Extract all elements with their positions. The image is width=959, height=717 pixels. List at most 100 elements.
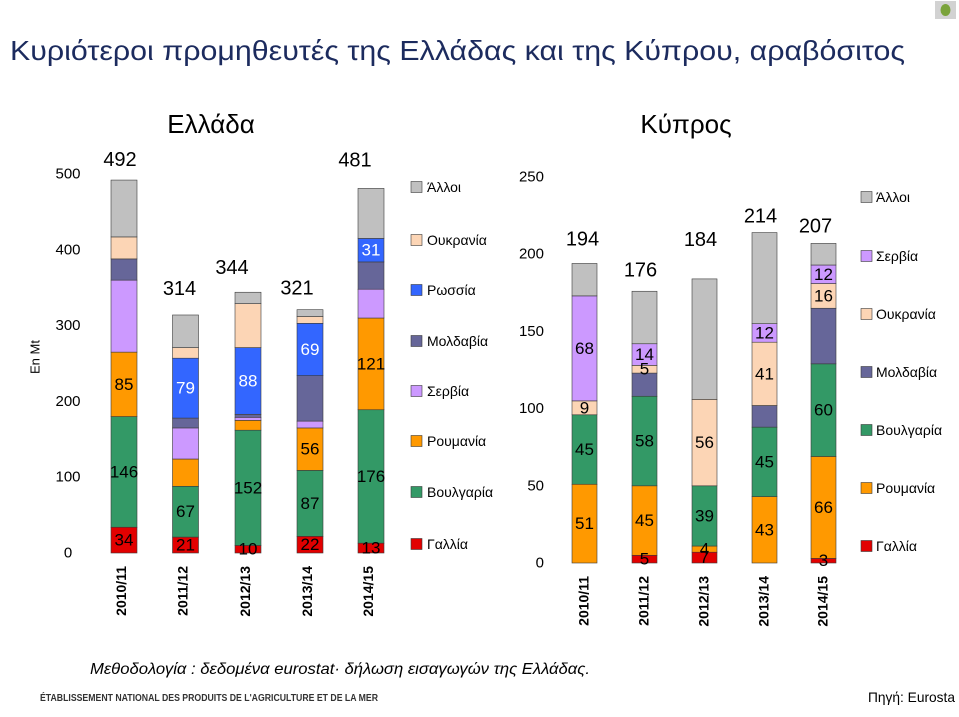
greece-2014-15-data-label-1: 176 [357,467,385,486]
greece-legend-item: Βουλγαρία [410,484,493,500]
greece-2013-14-data-label-2: 56 [301,440,320,459]
greece-2012-13-total-label: 344 [215,257,248,279]
cyprus-2010-11-data-label-2: 45 [575,440,594,459]
cyprus-y-tick-label: 200 [519,246,544,263]
greece-bar-2014-15: 13 176 121 31 481 [338,149,385,557]
greece-2010-11-segment-1 [110,416,138,528]
greece-2010-11-segment-7 [110,179,138,238]
cyprus-2012-13-segment-6 [691,278,718,400]
cyprus-2014-15-data-label-4: 16 [814,286,833,305]
greece-2013-14-segment-2 [296,427,324,471]
cyprus-legend-item: Βουλγαρία [860,422,942,438]
legend-label: Ουκρανία [876,306,936,322]
greece-2010-11-segment-6 [110,236,138,260]
greece-bar-2011-12: 21 67 79 314 [163,278,199,555]
cyprus-2014-15-segment-1 [810,456,837,559]
cyprus-2012-13-segment-4 [691,399,718,487]
source-note: Πηγή: Eurosta [868,689,955,705]
cyprus-2012-13-data-label-2: 39 [695,506,714,525]
legend-swatch [410,181,423,193]
greece-chart-title: Ελλάδα [167,109,254,139]
cyprus-2010-11-data-label-4: 9 [580,398,589,417]
greece-2013-14-segment-3 [296,420,324,429]
greece-2010-11-data-label-1: 146 [110,462,138,481]
cyprus-2010-11-data-label-5: 68 [575,339,594,358]
greece-legend-item: Ρωσσία [410,282,476,298]
legend-swatch [860,308,873,320]
greece-2010-11-data-label-0: 34 [115,531,134,550]
chart-cyprus: Κύπρος 0 50 100 150 200 250 2010/11 2011/12 2012/… [519,109,942,627]
greece-bar-2013-14: 22 87 56 69 321 [280,278,324,554]
greece-2011-12-data-label-5: 79 [176,379,195,398]
cyprus-2013-14-segment-6 [751,232,778,324]
legend-swatch [410,435,423,447]
greece-2013-14-segment-6 [296,316,324,324]
greece-2010-11-segment-0 [110,526,138,554]
greece-2014-15-segment-3 [357,288,385,319]
greece-y-tick-label: 300 [55,317,80,334]
cyprus-y-tick-label: 50 [527,477,544,494]
cyprus-2013-14-data-label-5: 12 [755,323,774,342]
legend-label: Μολδαβία [427,333,488,349]
legend-swatch [410,385,423,397]
greece-2012-13-segment-3 [234,417,262,421]
greece-legend-item: Ουκρανία [410,232,487,248]
cyprus-2011-12-total-label: 176 [624,259,657,281]
cyprus-2014-15-total-label: 207 [799,215,832,237]
legend-label: Γαλλία [427,536,468,552]
greece-2011-12-data-label-0: 21 [176,536,195,555]
cyprus-x-tick-label: 2010/11 [576,576,592,626]
greece-2013-14-total-label: 321 [280,278,313,300]
cyprus-x-tick-label: 2011/12 [636,576,652,626]
cyprus-2014-15-segment-6 [810,243,837,266]
legend-label: Άλλοι [876,189,910,205]
cyprus-2013-14-segment-2 [751,426,778,497]
greece-2014-15-data-label-0: 13 [362,539,381,558]
cyprus-y-tick-label: 250 [519,169,544,186]
greece-2014-15-segment-7 [357,188,385,239]
greece-2013-14-segment-1 [296,470,324,537]
cyprus-bar-2013-14: 43 45 41 12 214 [744,206,778,564]
greece-y-tick-label: 0 [64,545,72,562]
greece-2011-12-segment-6 [172,347,199,359]
greece-2012-13-data-label-0: 10 [239,540,258,559]
legend-label: Ρουμανία [427,433,486,449]
cyprus-2014-15-data-label-2: 60 [814,401,833,420]
cyprus-2013-14-segment-1 [751,496,778,564]
cyprus-legend: Άλλοι Σερβία Ουκρανία Μολδαβία Βουλγαρία Ρουμ… [860,189,942,554]
greece-2011-12-segment-3 [172,427,199,460]
cyprus-bar-2014-15: 3 66 60 16 12 207 [799,215,837,570]
cyprus-2014-15-segment-3 [810,307,837,365]
greece-2014-15-total-label: 481 [338,149,371,171]
cyprus-2010-11-segment-5 [571,295,598,402]
cyprus-2011-12-data-label-5: 14 [635,345,654,364]
cyprus-2010-11-data-label-1: 51 [575,514,594,533]
legend-label: Βουλγαρία [876,422,942,438]
greece-2010-11-segment-4 [110,258,138,281]
legend-label: Σερβία [876,248,918,264]
cyprus-2011-12-data-label-0: 5 [640,550,649,569]
greece-2012-13-data-label-5: 88 [239,371,258,390]
legend-swatch [410,284,423,296]
cyprus-x-tick-label: 2014/15 [815,576,831,627]
cyprus-2011-12-data-label-2: 58 [635,432,654,451]
cyprus-legend-item: Άλλοι [860,189,910,205]
cyprus-2010-11-segment-1 [571,483,598,564]
legend-label: Βουλγαρία [427,484,493,500]
greece-x-tick-label: 2014/15 [360,566,376,617]
cyprus-2012-13-data-label-0: 7 [700,548,709,567]
greece-2011-12-segment-2 [172,458,199,487]
greece-y-tick-label: 400 [55,241,80,258]
legend-label: Σερβία [427,383,469,399]
cyprus-2011-12-data-label-1: 45 [635,511,654,530]
greece-2010-11-total-label: 492 [103,149,136,171]
greece-2012-13-segment-6 [234,303,262,348]
cyprus-2012-13-data-label-4: 56 [695,433,714,452]
cyprus-2014-15-data-label-1: 66 [814,498,833,517]
greece-2012-13-segment-5 [234,347,262,415]
greece-bar-2010-11: 34 146 85 492 [103,149,138,554]
greece-2013-14-data-label-5: 69 [301,340,320,359]
greece-2013-14-segment-7 [296,309,324,317]
cyprus-2013-14-data-label-4: 41 [755,364,774,383]
